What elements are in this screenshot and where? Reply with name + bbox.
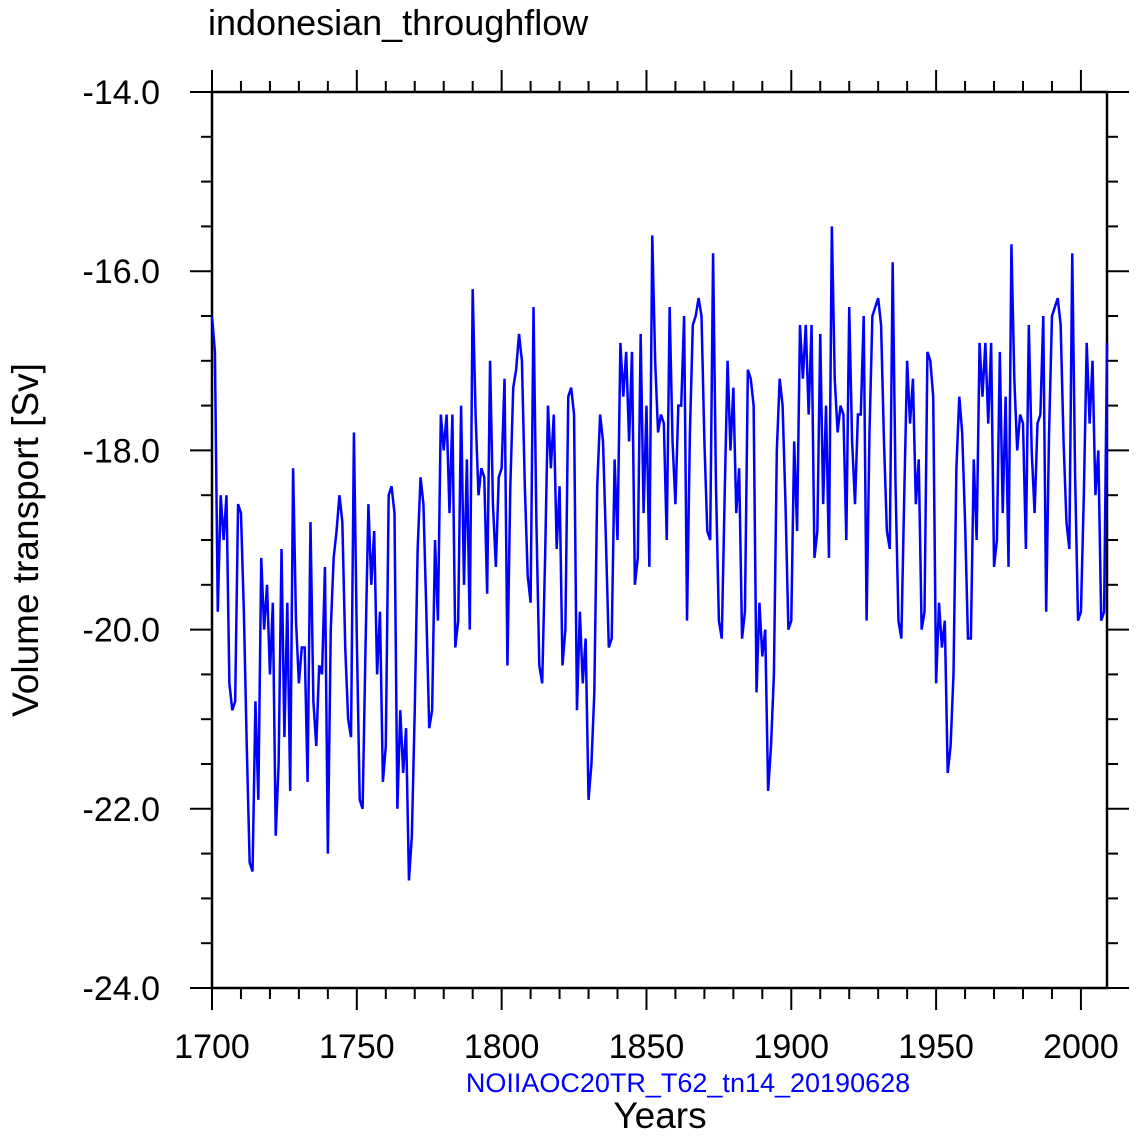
x-tick-label: 2000 — [1043, 1028, 1119, 1066]
x-tick-label: 1950 — [898, 1028, 974, 1066]
x-tick-label: 1900 — [753, 1028, 829, 1066]
x-axis-tick-labels: 1700 1750 1800 1850 1900 1950 2000 — [174, 1028, 1119, 1066]
x-axis-label: Years — [613, 1095, 706, 1136]
x-tick-label: 1750 — [319, 1028, 395, 1066]
chart-title: indonesian_throughflow — [208, 2, 589, 43]
y-tick-label: -24.0 — [83, 970, 161, 1008]
source-label: NOIIAOC20TR_T62_tn14_20190628 — [466, 1068, 910, 1098]
y-axis-ticks — [190, 91, 1129, 989]
y-tick-label: -14.0 — [83, 74, 161, 112]
y-tick-label: -16.0 — [83, 253, 161, 291]
y-tick-label: -20.0 — [83, 612, 161, 650]
x-tick-label: 1700 — [174, 1028, 250, 1066]
y-tick-label: -18.0 — [83, 432, 161, 470]
x-tick-label: 1800 — [464, 1028, 540, 1066]
x-axis-ticks — [211, 70, 1082, 1010]
y-axis-tick-labels: -14.0 -16.0 -18.0 -20.0 -22.0 -24.0 — [83, 74, 161, 1008]
y-axis-label: Volume transport [Sv] — [5, 363, 46, 717]
y-tick-label: -22.0 — [83, 791, 161, 829]
series-line — [210, 226, 1109, 881]
x-tick-label: 1850 — [609, 1028, 685, 1066]
